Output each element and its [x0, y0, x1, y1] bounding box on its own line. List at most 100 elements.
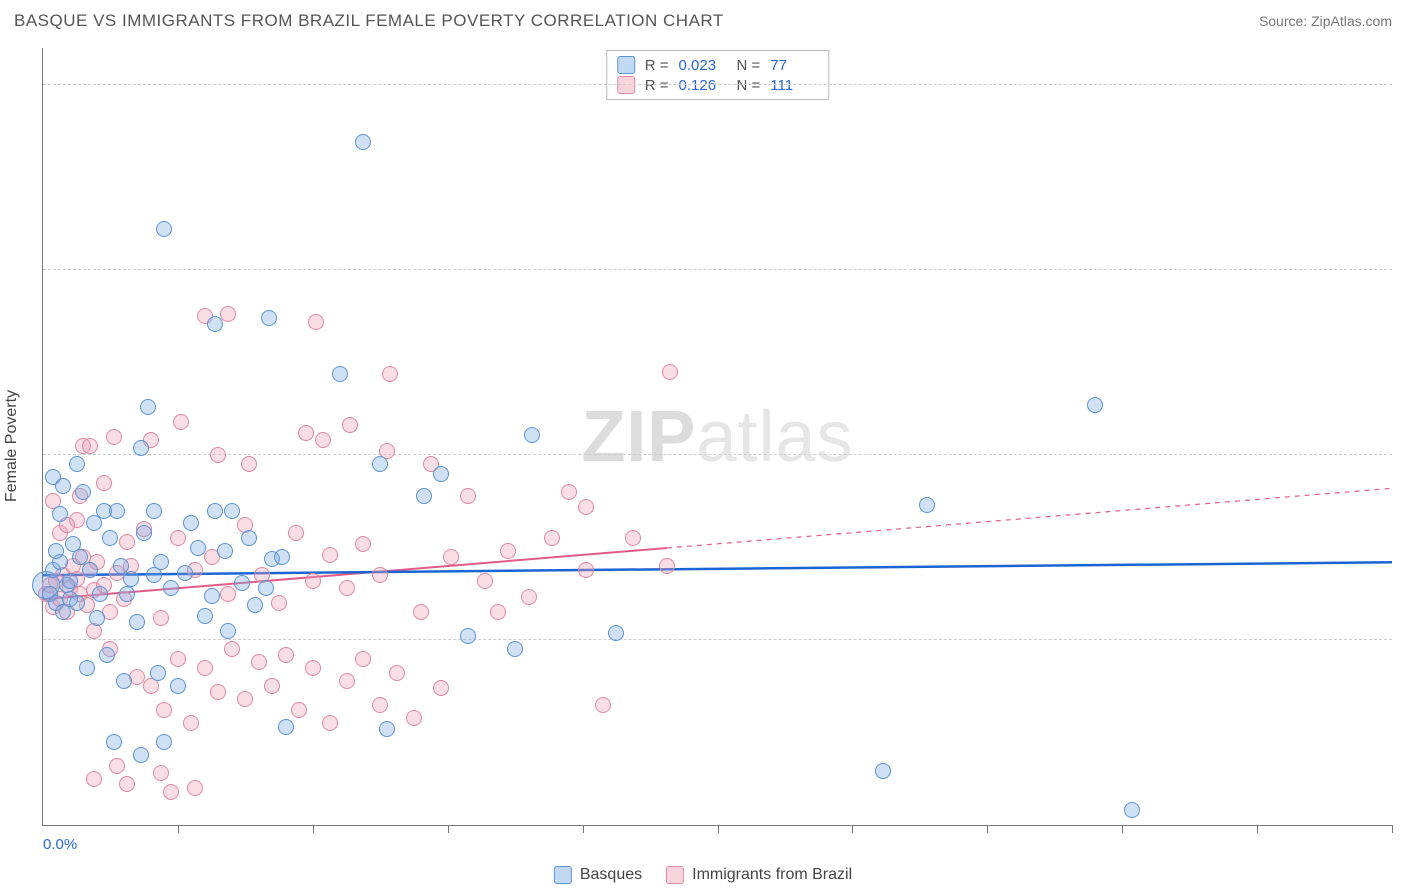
y-axis-label: Female Poverty — [3, 390, 21, 502]
scatter-point — [241, 456, 257, 472]
x-tick — [718, 825, 719, 833]
scatter-point — [119, 534, 135, 550]
scatter-point — [163, 580, 179, 596]
scatter-point — [150, 665, 166, 681]
scatter-point — [659, 558, 675, 574]
r-value: 0.023 — [679, 57, 727, 74]
scatter-point — [274, 549, 290, 565]
scatter-point — [204, 588, 220, 604]
stats-row-blue: R = 0.023 N = 77 — [617, 55, 819, 75]
scatter-point — [133, 440, 149, 456]
legend-label: Basques — [580, 866, 642, 884]
scatter-point — [291, 702, 307, 718]
n-value: 77 — [770, 57, 818, 74]
scatter-point — [207, 316, 223, 332]
x-tick — [313, 825, 314, 833]
watermark: ZIPatlas — [581, 396, 853, 478]
scatter-point — [247, 597, 263, 613]
scatter-point — [237, 691, 253, 707]
swatch-blue-icon — [554, 866, 572, 884]
scatter-point — [355, 536, 371, 552]
scatter-point — [521, 589, 537, 605]
scatter-point — [173, 414, 189, 430]
scatter-point — [86, 515, 102, 531]
swatch-blue-icon — [617, 56, 635, 74]
x-axis-min-label: 0.0% — [43, 836, 77, 853]
scatter-point — [339, 673, 355, 689]
scatter-point — [96, 475, 112, 491]
x-tick — [852, 825, 853, 833]
scatter-point — [183, 715, 199, 731]
scatter-point — [55, 478, 71, 494]
r-label: R = — [645, 77, 669, 94]
scatter-point — [595, 697, 611, 713]
scatter-point — [82, 438, 98, 454]
watermark-atlas: atlas — [696, 397, 853, 477]
scatter-point — [919, 497, 935, 513]
stats-legend: R = 0.023 N = 77 R = 0.126 N = 111 — [606, 50, 830, 100]
x-tick — [1257, 825, 1258, 833]
scatter-point — [1124, 802, 1140, 818]
x-tick — [448, 825, 449, 833]
scatter-point — [89, 610, 105, 626]
scatter-point — [433, 680, 449, 696]
scatter-point — [608, 625, 624, 641]
scatter-point — [170, 651, 186, 667]
scatter-point — [109, 503, 125, 519]
legend-item-immigrants: Immigrants from Brazil — [666, 866, 852, 884]
x-tick — [1122, 825, 1123, 833]
scatter-point — [342, 417, 358, 433]
scatter-point — [187, 780, 203, 796]
n-value: 111 — [770, 77, 818, 94]
scatter-point — [207, 503, 223, 519]
scatter-point — [264, 678, 280, 694]
scatter-point — [460, 628, 476, 644]
chart-title: BASQUE VS IMMIGRANTS FROM BRAZIL FEMALE … — [14, 11, 724, 31]
scatter-point — [102, 530, 118, 546]
scatter-point — [146, 503, 162, 519]
scatter-point — [82, 562, 98, 578]
scatter-point — [507, 641, 523, 657]
scatter-point — [123, 571, 139, 587]
scatter-point — [443, 549, 459, 565]
scatter-point — [153, 554, 169, 570]
gridline — [43, 84, 1392, 85]
scatter-point — [1087, 397, 1103, 413]
scatter-point — [524, 427, 540, 443]
scatter-point — [416, 488, 432, 504]
x-tick — [583, 825, 584, 833]
x-tick — [178, 825, 179, 833]
r-value: 0.126 — [679, 77, 727, 94]
scatter-point — [210, 684, 226, 700]
scatter-point — [389, 665, 405, 681]
scatter-point — [261, 310, 277, 326]
scatter-point — [224, 641, 240, 657]
stats-row-pink: R = 0.126 N = 111 — [617, 75, 819, 95]
scatter-point — [177, 565, 193, 581]
scatter-point — [477, 573, 493, 589]
scatter-point — [413, 604, 429, 620]
scatter-point — [875, 763, 891, 779]
scatter-point — [183, 515, 199, 531]
scatter-point — [170, 530, 186, 546]
scatter-point — [109, 758, 125, 774]
scatter-point — [258, 580, 274, 596]
scatter-point — [298, 425, 314, 441]
trend-lines — [43, 48, 1392, 825]
scatter-point — [490, 604, 506, 620]
scatter-point — [156, 221, 172, 237]
scatter-point — [305, 660, 321, 676]
scatter-point — [224, 503, 240, 519]
scatter-point — [271, 595, 287, 611]
scatter-point — [197, 660, 213, 676]
source-label: Source: ZipAtlas.com — [1259, 13, 1392, 29]
scatter-point — [288, 525, 304, 541]
scatter-point — [382, 366, 398, 382]
chart-area: ZIPatlas R = 0.023 N = 77 R = 0.126 N = … — [42, 48, 1392, 826]
scatter-point — [406, 710, 422, 726]
scatter-point — [220, 586, 236, 602]
scatter-point — [86, 771, 102, 787]
scatter-point — [322, 715, 338, 731]
scatter-point — [305, 573, 321, 589]
scatter-point — [379, 721, 395, 737]
